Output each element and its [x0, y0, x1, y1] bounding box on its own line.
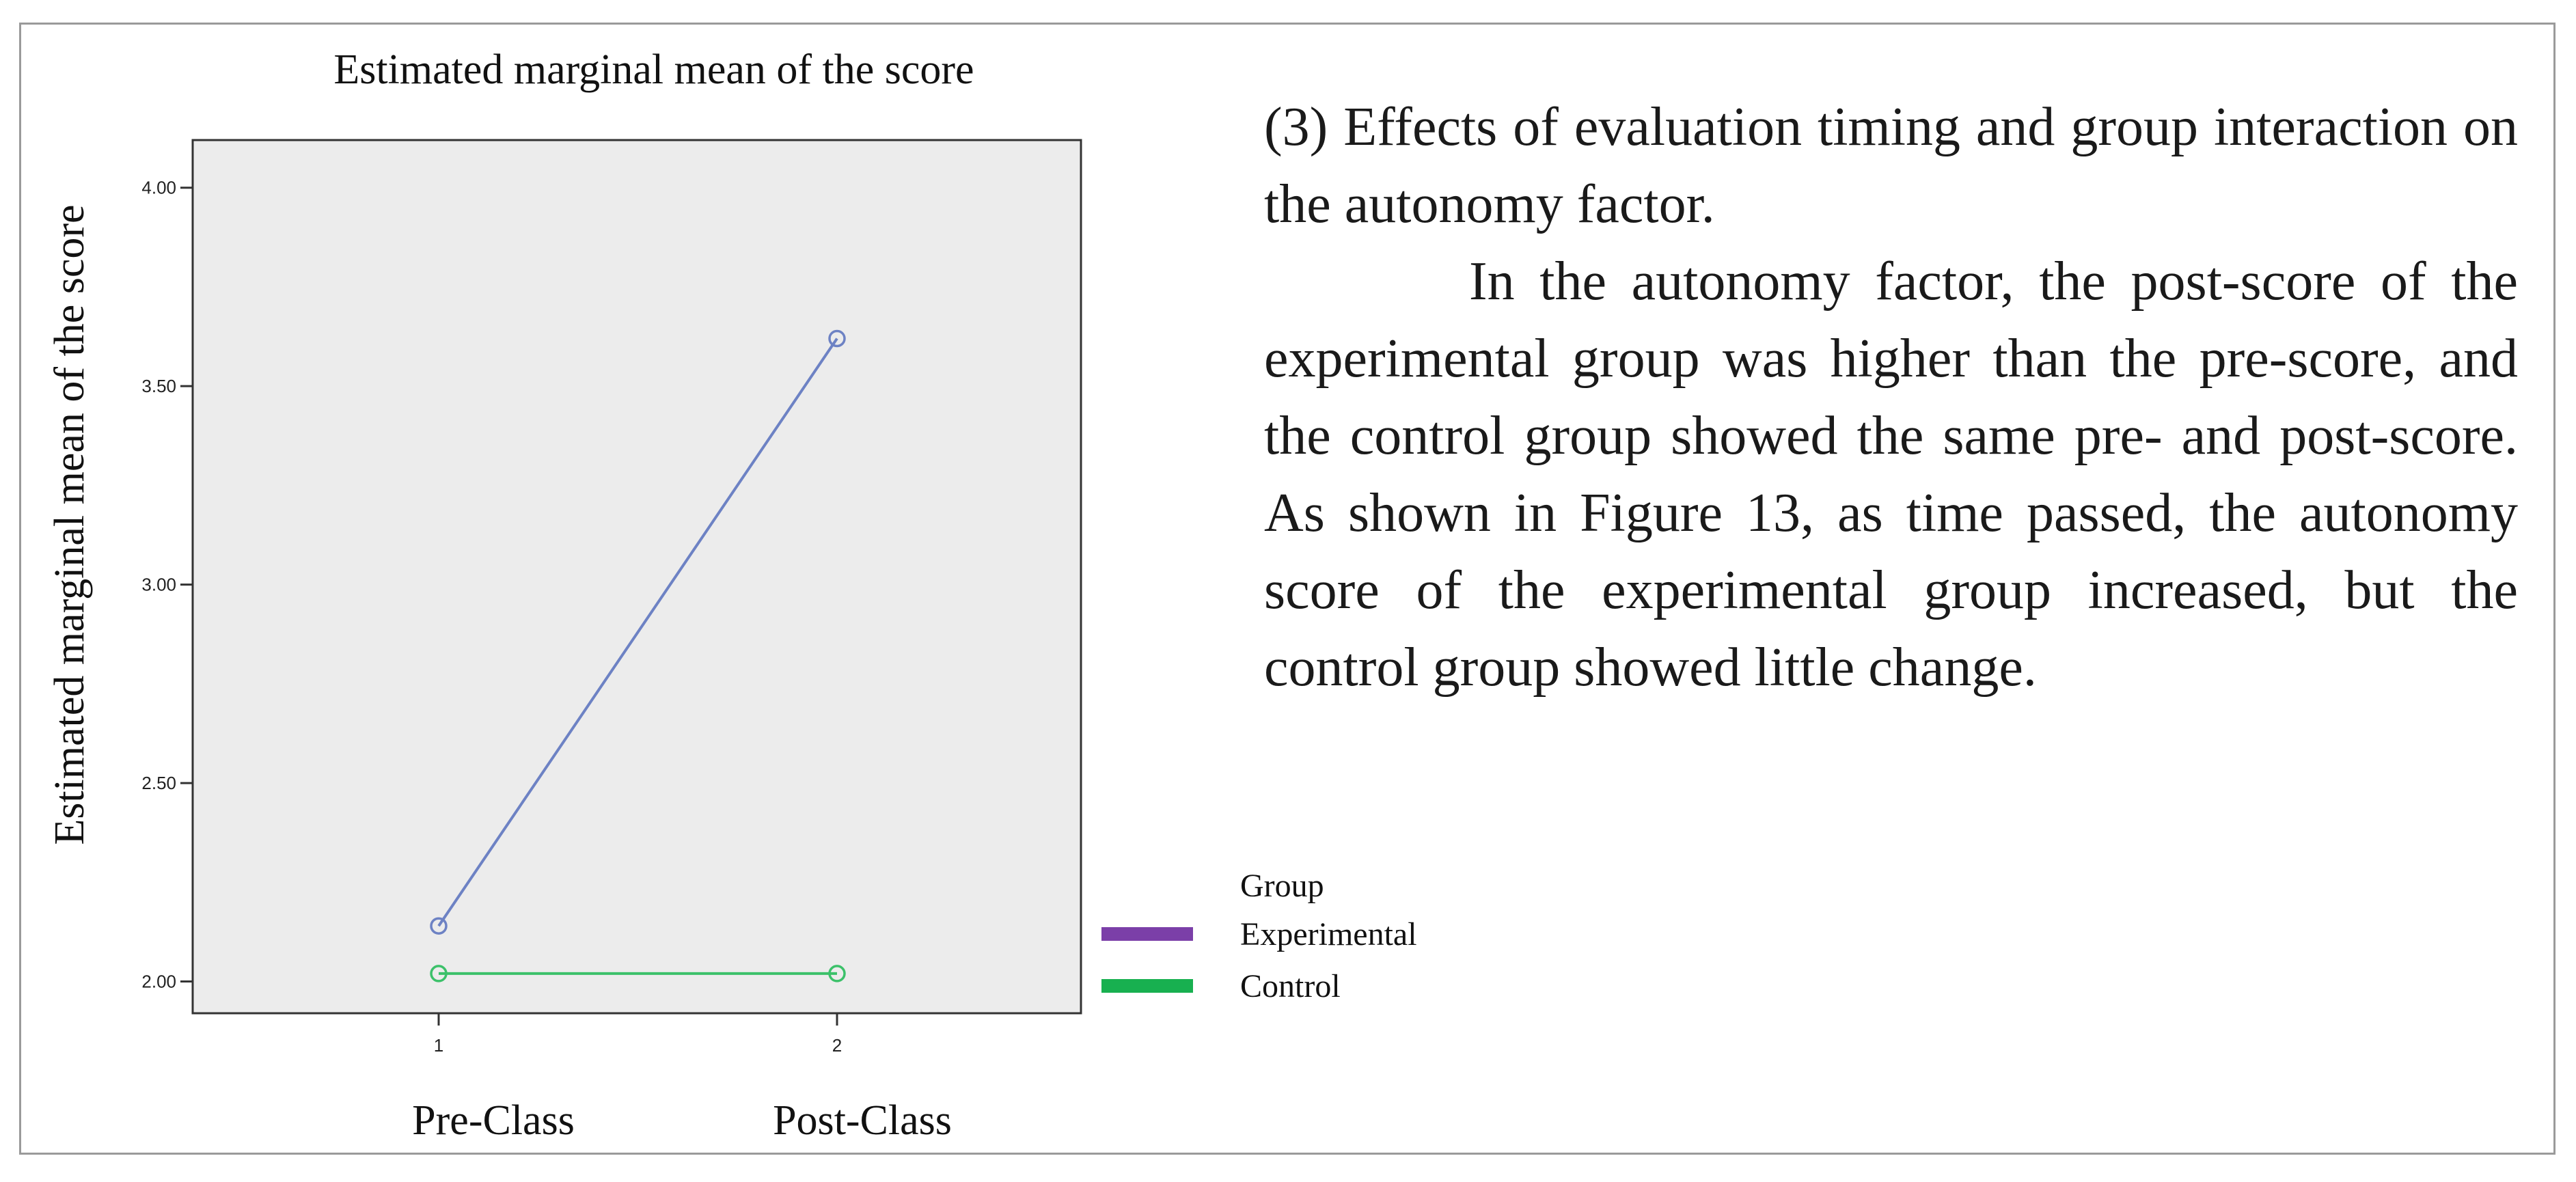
legend-label-control: Control [1240, 968, 1341, 1004]
legend-swatch-control [1101, 979, 1193, 993]
y-tick-label: 3.50 [141, 376, 176, 396]
legend-title: Group [1240, 868, 1324, 904]
y-axis-ticks: 2.00 2.50 3.00 3.50 4.00 [141, 178, 193, 992]
data-point-control [430, 965, 448, 982]
series-layer [430, 329, 846, 982]
legend-swatch-experimental [1101, 927, 1193, 941]
x-category-label: Post-Class [773, 1097, 952, 1144]
legend-label-experimental: Experimental [1240, 916, 1417, 952]
figure-frame [19, 23, 2556, 1155]
x-tick-label: 2 [832, 1035, 842, 1056]
x-tick-label: 1 [434, 1035, 443, 1056]
y-tick-label: 4.00 [141, 178, 176, 198]
y-tick-label: 3.00 [141, 575, 176, 595]
chart-title: Estimated marginal mean of the score [333, 46, 974, 93]
data-point-experimental [430, 917, 448, 935]
series-line-experimental [437, 338, 838, 927]
plot-area [191, 139, 1082, 1015]
body-text: (3) Effects of evaluation timing and gro… [1264, 89, 2518, 706]
data-point-control [828, 965, 846, 982]
y-tick-label: 2.50 [141, 773, 176, 793]
y-axis-label: Estimated marginal mean of the score [46, 204, 93, 844]
data-point-experimental [828, 329, 846, 348]
legend: Group Experimental Control [1101, 868, 1417, 1004]
body-paragraph: In the autonomy factor, the post-score o… [1264, 251, 2518, 698]
section-heading: (3) Effects of evaluation timing and gro… [1264, 97, 2518, 234]
y-tick-label: 2.00 [141, 972, 176, 992]
x-axis-ticks: 1 Pre-Class 2 Post-Class [412, 1013, 952, 1144]
x-category-label: Pre-Class [412, 1097, 575, 1144]
